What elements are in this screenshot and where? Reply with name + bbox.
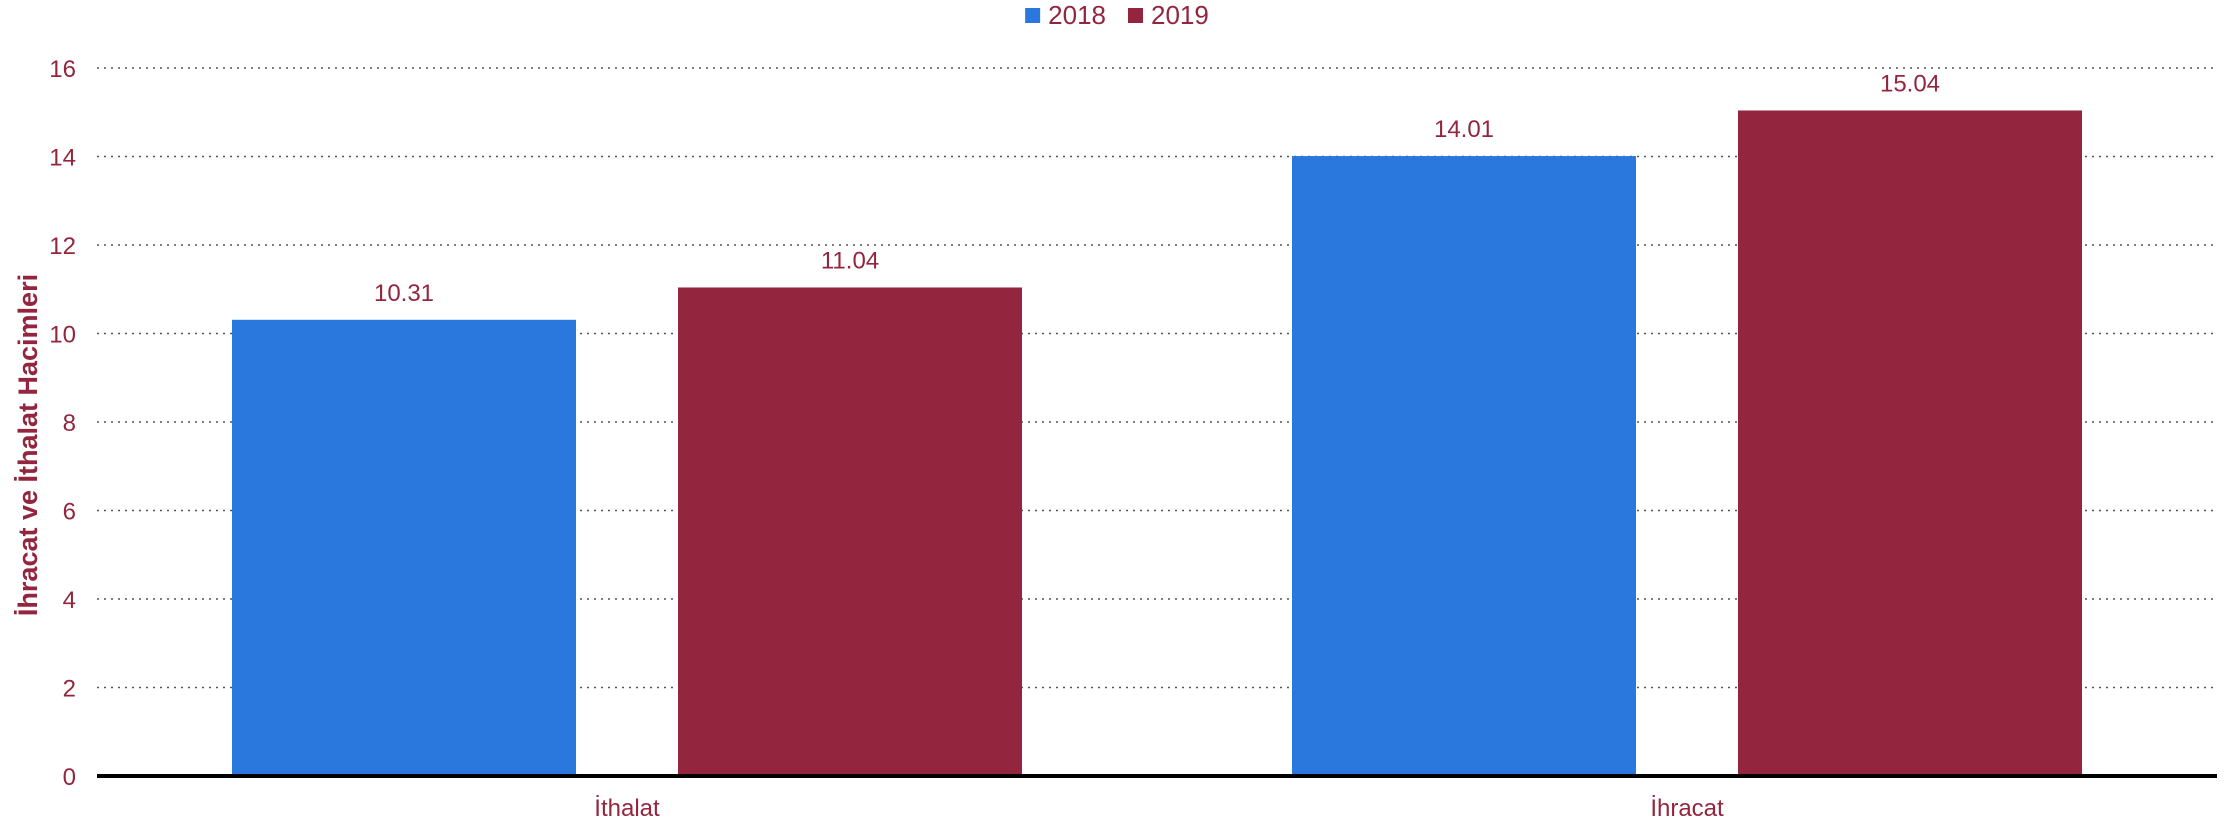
bars: [232, 110, 2082, 777]
y-tick-label: 2: [63, 676, 76, 703]
y-tick-label: 10: [49, 322, 76, 349]
legend: 2018 2019: [1025, 0, 1209, 30]
bar-2019-1: [1738, 110, 2082, 777]
y-tick-label: 16: [49, 56, 76, 83]
y-tick-label: 6: [63, 499, 76, 526]
x-tick-labels: İthalat İhracat: [594, 795, 1724, 820]
x-tick-label: İthalat: [594, 795, 660, 820]
y-tick-label: 12: [49, 233, 76, 260]
data-label: 11.04: [821, 247, 879, 274]
legend-label: 2018: [1048, 0, 1106, 30]
y-tick-labels: 0 2 4 6 8 10 12 14 16: [49, 56, 76, 791]
legend-swatch: [1128, 8, 1143, 23]
data-label: 10.31: [374, 280, 434, 307]
y-tick-label: 0: [63, 764, 76, 791]
data-label: 15.04: [1880, 70, 1940, 97]
y-tick-label: 4: [63, 587, 76, 614]
y-axis-label: İhracat ve İthalat Hacimleri: [13, 274, 43, 616]
bar-2019-0: [678, 287, 1022, 776]
y-tick-label: 14: [49, 145, 76, 172]
legend-label: 2019: [1151, 0, 1209, 30]
legend-swatch: [1025, 8, 1041, 23]
data-label: 14.01: [1434, 116, 1494, 143]
bar-2018-1: [1292, 156, 1636, 776]
x-tick-label: İhracat: [1650, 795, 1724, 820]
bar-2018-0: [232, 319, 576, 776]
data-labels: 10.31 11.04 14.01 15.04: [374, 70, 1940, 306]
y-tick-label: 8: [63, 410, 76, 437]
